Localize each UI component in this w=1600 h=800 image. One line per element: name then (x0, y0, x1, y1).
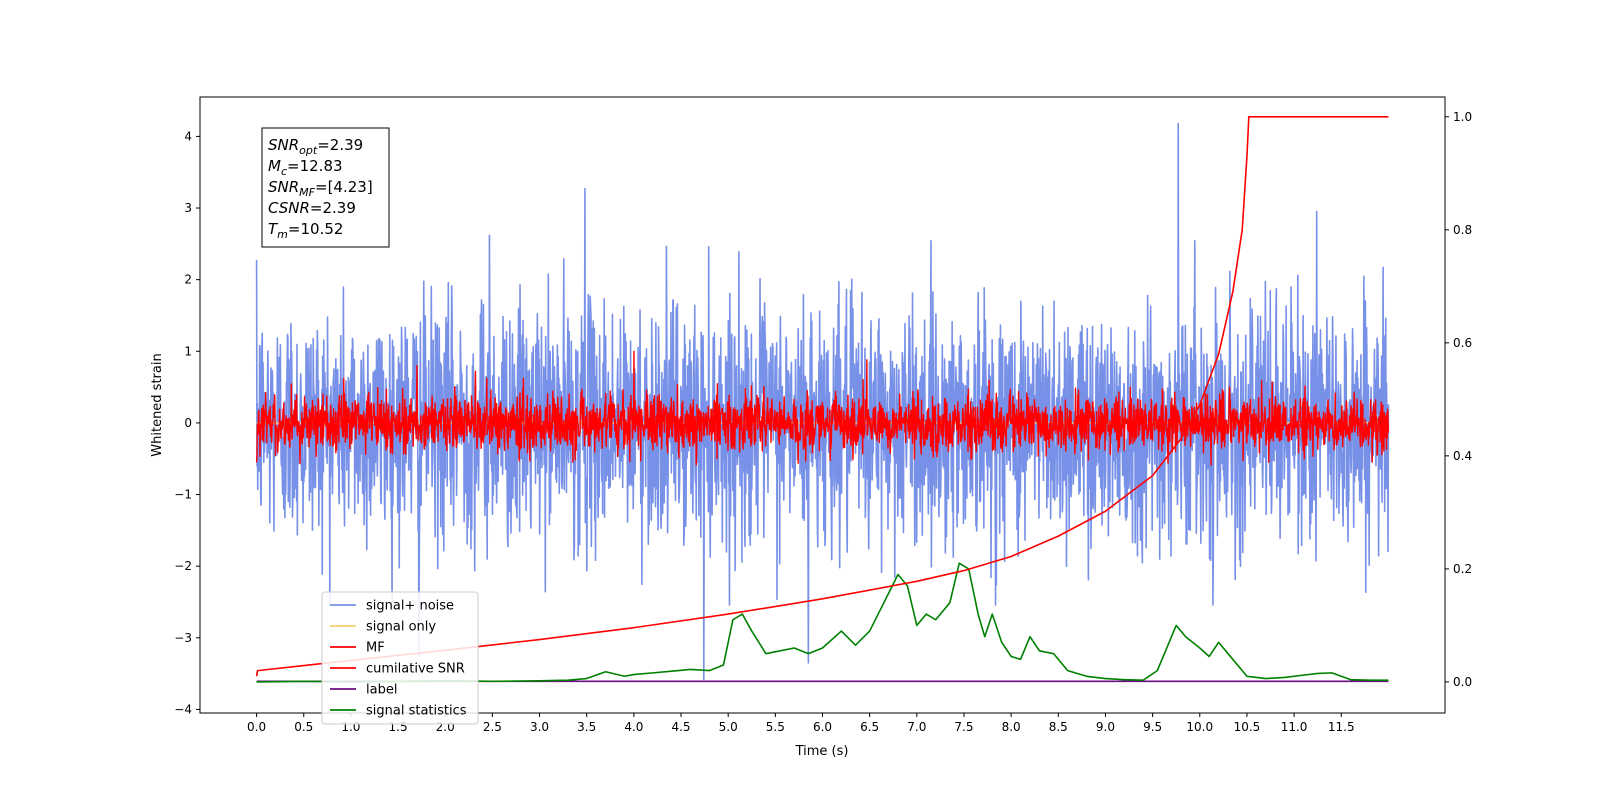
y2-tick-label: 0.2 (1453, 562, 1472, 576)
x-tick-label: 4.0 (624, 720, 643, 734)
x-tick-label: 3.0 (530, 720, 549, 734)
y-tick-label: 1 (184, 344, 192, 358)
x-tick-label: 11.0 (1281, 720, 1308, 734)
y2-tick-label: 0.8 (1453, 223, 1472, 237)
y-tick-label: −2 (174, 559, 192, 573)
x-tick-label: 9.5 (1143, 720, 1162, 734)
x-tick-label: 8.0 (1002, 720, 1021, 734)
legend-frame (321, 591, 479, 725)
y-axis-left: −4 −3 −2 −1 0 1 2 3 4 (174, 129, 200, 716)
annotation-box: SNRopt=2.39Mc=12.83SNRMF=[4.23]CSNR=2.39… (261, 127, 390, 248)
x-tick-label: 10.0 (1186, 720, 1213, 734)
y-tick-label: 3 (184, 201, 192, 215)
x-tick-label: 5.0 (719, 720, 738, 734)
x-tick-label: 7.0 (907, 720, 926, 734)
annotation-line: SNRopt=2.39 (268, 136, 363, 157)
x-tick-label: 2.5 (483, 720, 502, 734)
series-line-2 (255, 350, 1390, 466)
y2-tick-label: 0.6 (1453, 336, 1472, 350)
x-tick-label: 0.0 (247, 720, 266, 734)
x-tick-label: 4.5 (671, 720, 690, 734)
x-tick-label: 10.5 (1234, 720, 1261, 734)
x-tick-label: 11.5 (1328, 720, 1355, 734)
legend-label: label (366, 683, 397, 698)
x-tick-label: 9.0 (1096, 720, 1115, 734)
y-axis-right: 0.0 0.2 0.4 0.6 0.8 1.0 (1445, 110, 1472, 689)
series-line-5 (256, 562, 1389, 683)
legend-label: cumilative SNR (366, 662, 465, 677)
annotation-line: Tm=10.52 (268, 220, 343, 241)
annotation-line: CSNR=2.39 (268, 199, 356, 217)
x-tick-label: 8.5 (1049, 720, 1068, 734)
y-tick-label: −3 (174, 631, 192, 645)
x-tick-label: 6.0 (813, 720, 832, 734)
legend-label: MF (366, 641, 385, 656)
x-tick-label: 7.5 (954, 720, 973, 734)
y2-tick-label: 1.0 (1453, 110, 1472, 124)
y2-tick-label: 0.4 (1453, 449, 1472, 463)
x-tick-label: 0.5 (294, 720, 313, 734)
x-tick-label: 3.5 (577, 720, 596, 734)
annotation-line: Mc=12.83 (268, 157, 343, 178)
legend-label: signal statistics (366, 704, 467, 719)
annotation-line: SNRMF=[4.23] (268, 178, 373, 199)
y-tick-label: 4 (184, 129, 192, 143)
annotation-frame (261, 127, 390, 248)
y2-tick-label: 0.0 (1453, 675, 1472, 689)
y-tick-label: 0 (184, 416, 192, 430)
x-tick-label: 6.5 (860, 720, 879, 734)
legend: signal+ noise signal only MF cumilative SNR… (321, 591, 479, 725)
legend-label: signal only (366, 620, 436, 635)
y-tick-label: −4 (174, 702, 192, 716)
x-axis-label: Time (s) (795, 744, 849, 759)
y-tick-label: 2 (184, 273, 192, 287)
y-axis-label: Whitened strain (150, 353, 165, 456)
legend-label: signal+ noise (366, 599, 454, 614)
y-tick-label: −1 (174, 488, 192, 502)
x-tick-label: 5.5 (766, 720, 785, 734)
x-axis: 0.0 0.5 1.0 1.5 2.0 2.5 3.0 3.5 4.0 4.5 5.0 5.5 6.0 6… (247, 713, 1355, 734)
